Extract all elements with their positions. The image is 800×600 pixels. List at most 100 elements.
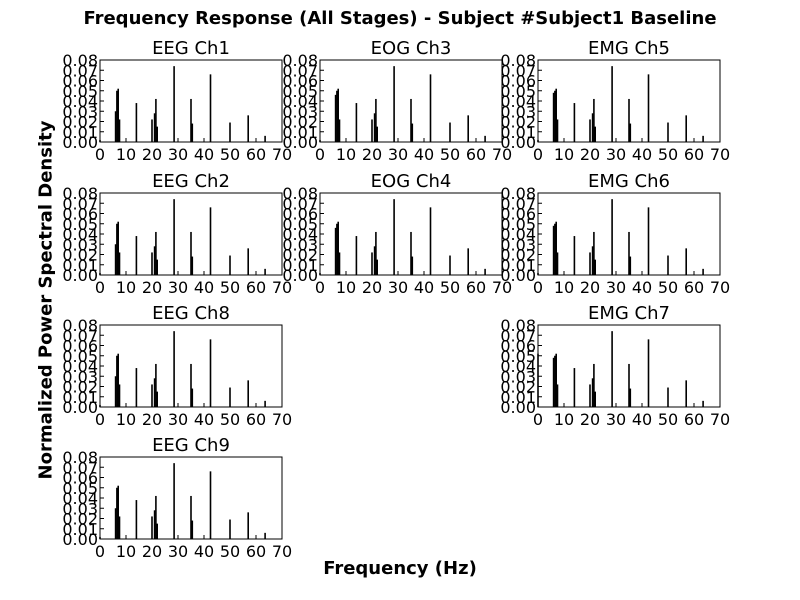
y-tick-label: 0.02	[500, 378, 536, 397]
y-tick-label: 0.05	[62, 82, 98, 101]
y-tick-label: 0.07	[62, 458, 98, 477]
y-tick-label: 0.05	[282, 82, 318, 101]
x-tick-label: 70	[492, 145, 512, 164]
x-tick-label: 20	[142, 410, 162, 429]
y-tick-label: 0.00	[62, 266, 98, 285]
x-tick-label: 60	[684, 410, 704, 429]
x-tick-label: 0	[95, 145, 105, 164]
x-tick-label: 30	[388, 278, 408, 297]
x-tick-label: 20	[142, 542, 162, 561]
y-tick-label: 0.04	[62, 225, 98, 244]
x-tick-label: 70	[710, 145, 730, 164]
y-tick-label: 0.00	[282, 133, 318, 152]
y-tick-label: 0.08	[62, 184, 98, 203]
y-tick-label: 0.00	[500, 266, 536, 285]
x-tick-label: 20	[142, 278, 162, 297]
y-tick-label: 0.08	[500, 316, 536, 335]
subplot-title: EMG Ch6	[588, 171, 670, 192]
y-tick-label: 0.01	[500, 123, 536, 142]
x-tick-label: 50	[658, 145, 678, 164]
y-tick-label: 0.06	[62, 337, 98, 356]
chart-title: Frequency Response (All Stages) - Subjec…	[83, 8, 717, 29]
x-tick-label: 40	[194, 410, 214, 429]
y-tick-label: 0.04	[500, 92, 536, 111]
x-tick-label: 60	[684, 278, 704, 297]
x-tick-label: 10	[116, 278, 136, 297]
y-tick-label: 0.00	[500, 398, 536, 417]
x-tick-label: 20	[580, 278, 600, 297]
y-tick-label: 0.07	[500, 194, 536, 213]
y-tick-label: 0.02	[62, 246, 98, 265]
subplot-title: EEG Ch9	[152, 435, 230, 456]
y-tick-label: 0.01	[62, 520, 98, 539]
y-tick-label: 0.07	[282, 194, 318, 213]
y-tick-label: 0.04	[62, 489, 98, 508]
y-tick-label: 0.02	[282, 246, 318, 265]
y-tick-label: 0.04	[62, 357, 98, 376]
x-tick-label: 60	[246, 278, 266, 297]
y-tick-label: 0.01	[500, 256, 536, 275]
y-tick-label: 0.08	[500, 51, 536, 70]
x-tick-label: 20	[580, 145, 600, 164]
x-tick-label: 50	[220, 542, 240, 561]
y-tick-label: 0.05	[62, 479, 98, 498]
y-tick-label: 0.01	[62, 388, 98, 407]
x-tick-label: 0	[95, 542, 105, 561]
x-tick-label: 60	[246, 410, 266, 429]
y-tick-label: 0.06	[62, 205, 98, 224]
x-tick-label: 50	[440, 145, 460, 164]
y-tick-label: 0.07	[62, 61, 98, 80]
subplot-title: EEG Ch1	[152, 38, 230, 59]
x-tick-label: 50	[220, 145, 240, 164]
y-tick-label: 0.00	[282, 266, 318, 285]
y-tick-label: 0.01	[62, 123, 98, 142]
x-tick-label: 50	[220, 278, 240, 297]
x-tick-label: 50	[440, 278, 460, 297]
y-tick-label: 0.04	[62, 92, 98, 111]
x-tick-label: 40	[194, 278, 214, 297]
y-tick-label: 0.03	[62, 499, 98, 518]
y-tick-label: 0.07	[282, 61, 318, 80]
y-tick-label: 0.02	[62, 510, 98, 529]
y-tick-label: 0.02	[62, 113, 98, 132]
x-tick-label: 70	[710, 278, 730, 297]
y-tick-label: 0.03	[282, 235, 318, 254]
y-tick-label: 0.07	[62, 194, 98, 213]
x-tick-label: 30	[606, 145, 626, 164]
x-tick-label: 60	[466, 278, 486, 297]
y-tick-label: 0.05	[62, 215, 98, 234]
y-tick-label: 0.06	[282, 205, 318, 224]
y-tick-label: 0.07	[500, 61, 536, 80]
subplot-title: EOG Ch4	[371, 171, 452, 192]
y-tick-label: 0.05	[62, 347, 98, 366]
y-tick-label: 0.01	[282, 256, 318, 275]
x-tick-label: 10	[116, 145, 136, 164]
y-tick-label: 0.07	[500, 326, 536, 345]
y-tick-label: 0.05	[500, 347, 536, 366]
x-tick-label: 40	[632, 145, 652, 164]
x-tick-label: 10	[554, 410, 574, 429]
x-tick-label: 30	[168, 278, 188, 297]
subplot-title: EMG Ch5	[588, 38, 670, 59]
y-tick-label: 0.03	[500, 235, 536, 254]
y-tick-label: 0.03	[282, 102, 318, 121]
y-tick-label: 0.08	[282, 51, 318, 70]
y-tick-label: 0.08	[282, 184, 318, 203]
x-tick-label: 10	[554, 145, 574, 164]
x-tick-label: 30	[606, 278, 626, 297]
y-tick-label: 0.07	[62, 326, 98, 345]
y-tick-label: 0.04	[282, 92, 318, 111]
x-tick-label: 30	[606, 410, 626, 429]
x-tick-label: 70	[272, 410, 292, 429]
x-tick-label: 30	[168, 542, 188, 561]
x-tick-label: 60	[246, 145, 266, 164]
x-tick-label: 10	[336, 278, 356, 297]
x-tick-label: 70	[492, 278, 512, 297]
y-tick-label: 0.06	[282, 72, 318, 91]
